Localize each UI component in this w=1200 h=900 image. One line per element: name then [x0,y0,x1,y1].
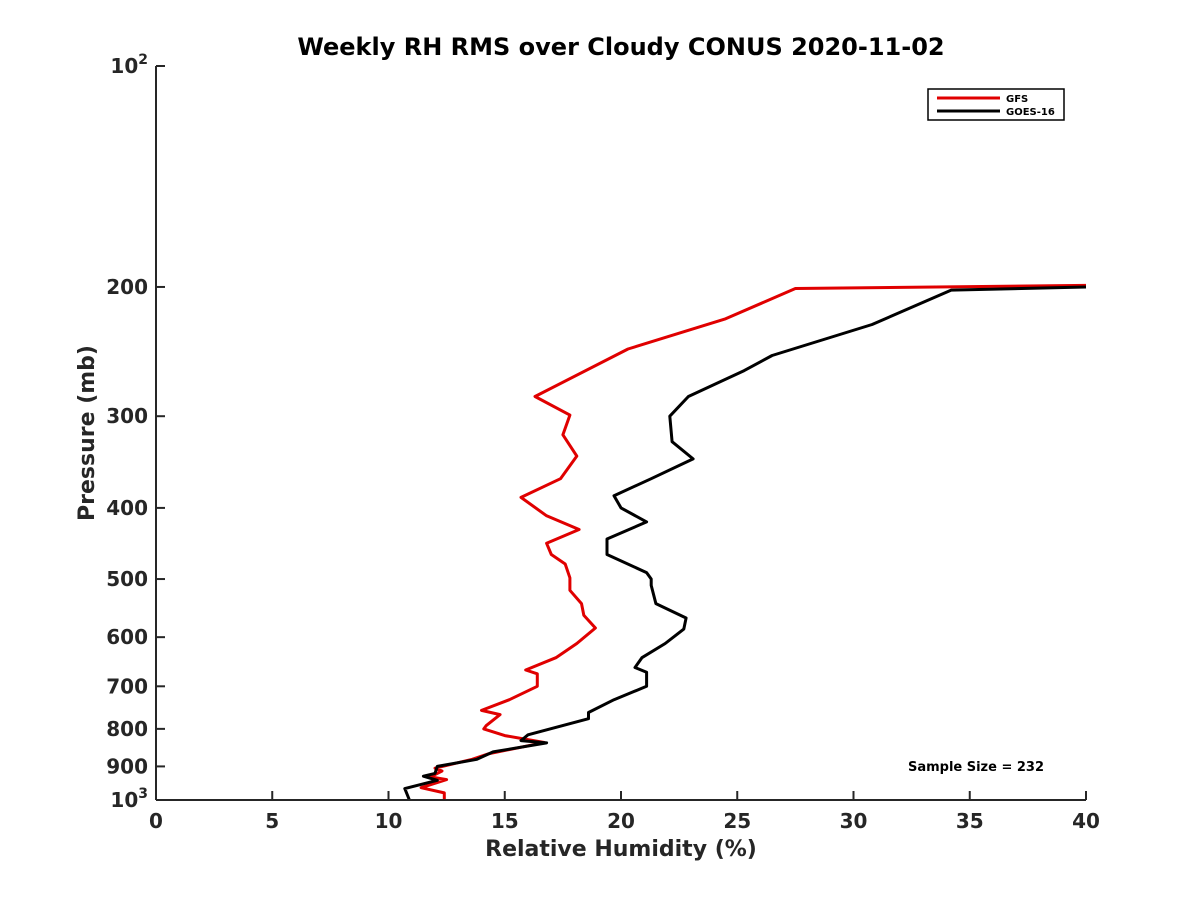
sample-size-annotation: Sample Size = 232 [908,760,1044,775]
y-tick-label: 102 [110,52,148,78]
y-tick-label: 800 [106,717,148,741]
y-tick-label: 103 [110,786,148,812]
x-tick-label: 40 [1072,809,1100,833]
series-line-gfs [419,283,1087,800]
x-tick-label: 0 [149,809,163,833]
legend-label: GOES-16 [1006,107,1055,118]
y-axis-title: Pressure (mb) [75,345,100,521]
x-axis-ticks: 0 5 10 15 20 25 30 35 40 [149,791,1100,833]
y-tick-label: 600 [106,625,148,649]
x-tick-label: 5 [265,809,279,833]
x-tick-label: 20 [607,809,635,833]
plot-area [403,283,1087,801]
series-line-goes-16 [403,285,1087,801]
y-tick-label: 200 [106,275,148,299]
x-tick-label: 30 [840,809,868,833]
y-axis-ticks: 102 200 300 400 500 600 700 800 900 103 [106,52,165,812]
y-tick-label: 400 [106,496,148,520]
x-tick-label: 10 [375,809,403,833]
y-tick-label: 900 [106,754,148,778]
legend-box [927,88,1065,121]
legend: GFS GOES-16 [927,88,1065,121]
x-tick-label: 35 [956,809,984,833]
legend-label: GFS [1006,94,1028,105]
x-tick-label: 25 [723,809,751,833]
y-tick-label: 500 [106,567,148,591]
y-tick-label: 300 [106,404,148,428]
chart-title: Weekly RH RMS over Cloudy CONUS 2020-11-… [297,33,944,61]
y-tick-label: 700 [106,674,148,698]
x-axis-title: Relative Humidity (%) [485,837,757,862]
x-tick-label: 15 [491,809,519,833]
